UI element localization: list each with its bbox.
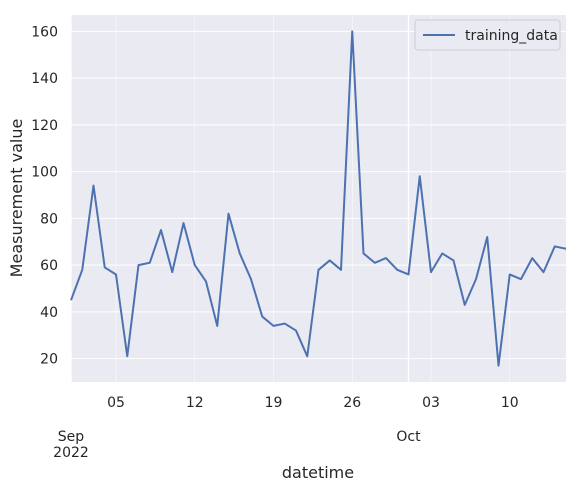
x-major-tick-label: Oct	[396, 429, 421, 445]
y-tick-labels: 20 40 60 80 100 120 140 160	[31, 24, 58, 367]
x-tick-label: 05	[107, 395, 125, 411]
x-tick-label: 12	[186, 395, 204, 411]
major-grid	[70, 15, 410, 382]
legend-entry-label: training_data	[465, 28, 558, 44]
x-tick-label: 26	[343, 395, 361, 411]
x-axis-label: datetime	[282, 463, 354, 482]
y-tick-label: 140	[31, 71, 58, 87]
y-tick-label: 120	[31, 118, 58, 134]
y-axis-label: Measurement value	[7, 119, 26, 278]
legend: training_data	[414, 19, 561, 51]
y-tick-label: 80	[40, 211, 58, 227]
legend-box	[414, 19, 561, 51]
y-tick-label: 60	[40, 258, 58, 274]
y-tick-label: 100	[31, 165, 58, 181]
y-tick-label: 20	[40, 352, 58, 368]
y-gridlines	[71, 30, 566, 360]
series-lines	[70, 30, 567, 367]
x-major-tick-sublabel: 2022	[53, 445, 89, 461]
plot-background	[71, 15, 566, 382]
series-line	[70, 30, 567, 367]
x-tick-label: 19	[265, 395, 283, 411]
minor-grid	[115, 15, 510, 382]
x-tick-label: 03	[422, 395, 440, 411]
y-tick-label: 160	[31, 24, 58, 40]
x-major-tick-label: Sep	[58, 429, 85, 445]
y-tick-label: 40	[40, 305, 58, 321]
x-tick-label: 10	[501, 395, 519, 411]
